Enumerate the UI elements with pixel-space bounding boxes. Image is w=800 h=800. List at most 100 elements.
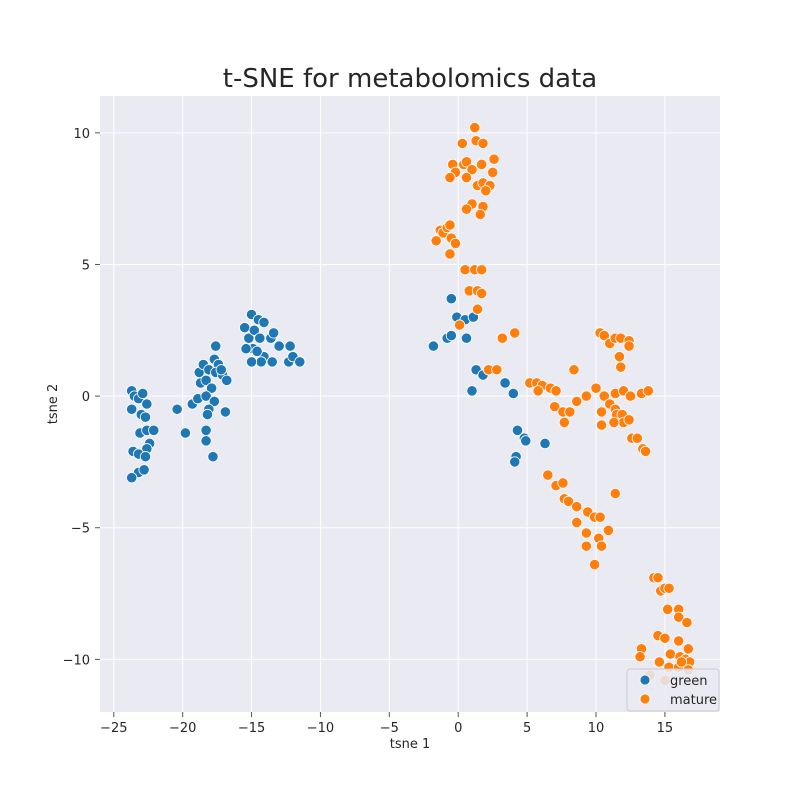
- point-mature: [487, 166, 499, 178]
- data-points: [126, 121, 696, 687]
- point-green: [258, 316, 270, 328]
- legend: green mature: [626, 668, 720, 712]
- point-mature: [639, 445, 652, 457]
- point-green: [239, 322, 251, 334]
- point-green: [509, 456, 521, 468]
- point-mature: [571, 516, 583, 529]
- x-tick-label: 15: [657, 721, 674, 736]
- point-green: [141, 398, 153, 410]
- point-mature: [615, 361, 627, 373]
- point-green: [466, 385, 478, 397]
- point-mature: [449, 237, 462, 250]
- point-mature: [466, 164, 478, 176]
- point-green: [221, 374, 233, 386]
- point-mature: [580, 390, 592, 402]
- point-mature: [488, 153, 500, 165]
- point-green: [200, 424, 212, 436]
- point-green: [507, 387, 519, 400]
- point-green: [520, 435, 532, 447]
- point-mature: [673, 635, 685, 647]
- point-mature: [608, 416, 620, 429]
- x-tick-label: 10: [588, 721, 605, 736]
- point-green: [208, 395, 220, 407]
- point-mature: [474, 208, 486, 221]
- point-mature: [623, 340, 635, 352]
- point-green: [126, 403, 138, 415]
- point-green: [201, 408, 214, 421]
- point-green: [273, 340, 285, 352]
- point-green: [499, 377, 511, 389]
- point-mature: [476, 287, 488, 300]
- point-green: [248, 324, 260, 336]
- legend-label-mature: mature: [670, 693, 717, 708]
- point-mature: [598, 329, 610, 342]
- point-green: [148, 424, 160, 436]
- point-mature: [532, 385, 544, 397]
- point-mature: [613, 351, 626, 363]
- point-green: [511, 424, 524, 436]
- point-mature: [653, 656, 665, 668]
- point-green: [427, 340, 440, 352]
- point-green: [207, 451, 219, 463]
- point-mature: [631, 432, 643, 444]
- point-green: [254, 332, 266, 344]
- x-tick-label: 0: [454, 721, 462, 736]
- point-mature: [571, 395, 583, 407]
- point-green: [200, 390, 212, 402]
- x-axis-label: tsne 1: [390, 737, 431, 752]
- chart-title: t-SNE for metabolomics data: [223, 64, 597, 94]
- point-mature: [598, 390, 610, 402]
- point-mature: [609, 487, 621, 500]
- x-tick-label: −5: [380, 721, 399, 736]
- point-mature: [595, 406, 608, 418]
- y-tick-label: −10: [63, 653, 90, 668]
- point-mature: [589, 558, 601, 571]
- point-mature: [595, 419, 608, 431]
- point-mature: [624, 390, 637, 402]
- point-mature: [580, 527, 592, 539]
- point-mature: [476, 158, 488, 171]
- point-mature: [675, 656, 688, 668]
- point-mature: [558, 416, 570, 429]
- point-green: [445, 293, 457, 305]
- point-mature: [594, 511, 606, 523]
- point-mature: [460, 172, 473, 184]
- point-green: [200, 374, 212, 386]
- legend-marker-mature: [639, 693, 651, 705]
- point-mature: [444, 219, 456, 231]
- point-mature: [634, 651, 646, 663]
- point-mature: [549, 401, 561, 413]
- point-green: [539, 437, 551, 450]
- point-mature: [430, 235, 442, 247]
- point-mature: [460, 156, 473, 168]
- point-green: [139, 411, 152, 423]
- point-green: [245, 356, 258, 368]
- point-mature: [460, 203, 473, 215]
- point-mature: [568, 364, 580, 376]
- point-mature: [571, 501, 583, 513]
- point-mature: [580, 540, 592, 552]
- point-green: [179, 427, 192, 439]
- point-green: [138, 464, 150, 476]
- point-green: [210, 340, 222, 352]
- point-mature: [673, 611, 685, 623]
- y-tick-label: 0: [82, 390, 90, 405]
- legend-label-green: green: [670, 674, 708, 689]
- point-mature: [469, 121, 481, 134]
- y-tick-label: 10: [73, 127, 90, 142]
- point-green: [126, 472, 138, 484]
- point-mature: [663, 582, 675, 594]
- point-green: [460, 332, 473, 344]
- x-tick-label: −15: [238, 721, 265, 736]
- point-green: [171, 403, 183, 415]
- point-green: [243, 332, 255, 344]
- point-mature: [509, 327, 521, 339]
- y-axis-ticks: −10 −5 0 5 10: [63, 127, 100, 668]
- y-tick-label: 5: [82, 258, 90, 273]
- point-mature: [682, 643, 694, 655]
- point-mature: [456, 137, 468, 149]
- point-green: [219, 406, 231, 418]
- point-mature: [659, 632, 671, 644]
- point-mature: [652, 572, 664, 584]
- legend-marker-green: [639, 674, 651, 686]
